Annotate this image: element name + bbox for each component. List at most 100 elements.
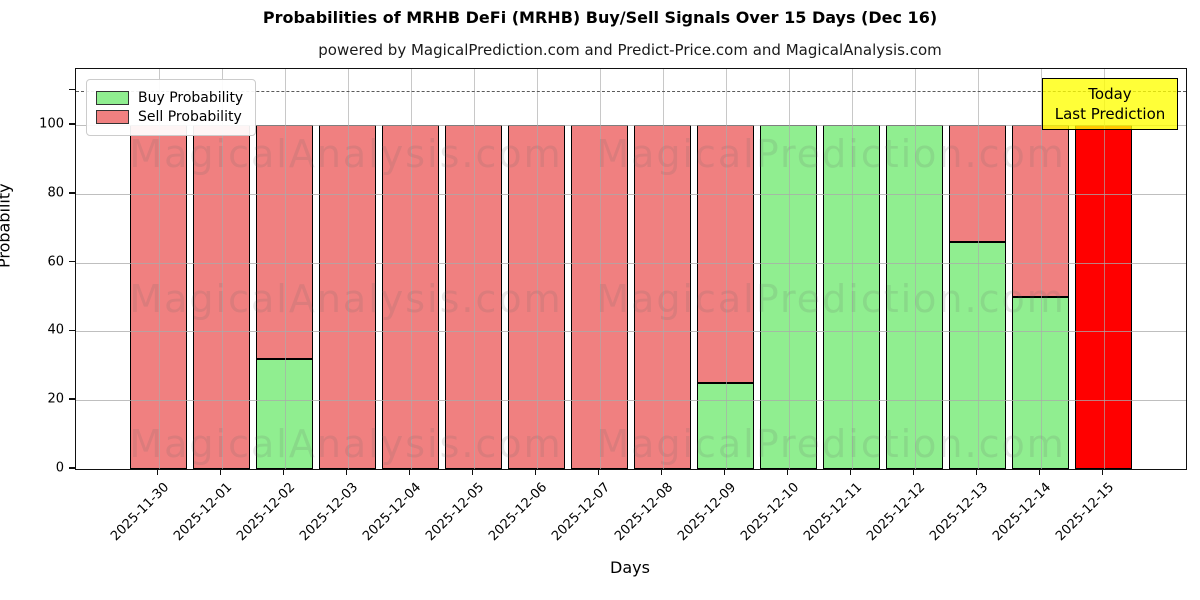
bar-segment-2025-12-09 (697, 383, 754, 469)
x-tick-mark (408, 469, 411, 475)
x-tick-mark (786, 469, 789, 475)
h-gridline (76, 193, 1186, 195)
v-gridline (473, 69, 475, 469)
bar-segment-2025-12-03 (319, 125, 376, 469)
y-tick-label: 80 (47, 185, 64, 201)
y-tick-mark (69, 467, 75, 469)
y-tick-label: 20 (47, 391, 64, 407)
y-axis-label: Probability (0, 183, 14, 268)
bar-segment-2025-12-08 (634, 125, 691, 469)
bar-segment-2025-12-14 (1012, 125, 1069, 298)
v-gridline (851, 69, 853, 469)
x-tick-mark (849, 469, 852, 475)
x-tick-mark (219, 469, 222, 475)
chart-subtitle: powered by MagicalPrediction.com and Pre… (318, 41, 942, 59)
y-tick-mark (69, 398, 75, 400)
legend-label-buy: Buy Probability (138, 90, 244, 106)
legend-label-sell: Sell Probability (138, 109, 242, 125)
x-tick-mark (471, 469, 474, 475)
watermark-prediction: MagicalPrediction.com (596, 422, 1066, 466)
y-tick-label: 40 (47, 322, 64, 338)
bar-segment-2025-12-12 (886, 125, 943, 469)
v-gridline (536, 69, 538, 469)
x-tick-mark (597, 469, 600, 475)
x-tick-mark (912, 469, 915, 475)
watermark-prediction: MagicalPrediction.com (596, 132, 1066, 176)
x-tick-mark (1038, 469, 1041, 475)
y-tick-mark (69, 123, 75, 125)
today-annotation-line2: Last Prediction (1054, 105, 1166, 123)
x-tick-mark (534, 469, 537, 475)
x-tick-label-2025-12-14: 2025-12-14 (990, 480, 1055, 545)
h-gridline (76, 262, 1186, 264)
x-tick-label-2025-12-07: 2025-12-07 (549, 480, 614, 545)
v-gridline (347, 69, 349, 469)
today-annotation-line1: Today (1088, 84, 1132, 103)
x-tick-label-2025-12-09: 2025-12-09 (675, 480, 740, 545)
x-tick-mark (156, 469, 159, 475)
bar-segment-2025-12-02 (256, 125, 313, 359)
v-gridline (977, 69, 979, 469)
bar-segment-2025-11-30 (130, 125, 187, 469)
v-gridline (599, 69, 601, 469)
y-tick-mark (69, 192, 75, 194)
watermark-analysis: MagicalAnalysis.com (129, 132, 563, 176)
bar-segment-2025-12-05 (445, 125, 502, 469)
bar-segment-2025-12-06 (508, 125, 565, 469)
v-gridline (410, 69, 412, 469)
x-tick-label-2025-12-15: 2025-12-15 (1053, 480, 1118, 545)
x-tick-mark (1101, 469, 1104, 475)
bar-segment-2025-12-11 (823, 125, 880, 469)
x-tick-label-2025-12-08: 2025-12-08 (612, 480, 677, 545)
h-gridline (76, 400, 1186, 402)
plot-area: MagicalAnalysis.com MagicalPrediction.com… (75, 68, 1187, 470)
x-tick-label-2025-12-13: 2025-12-13 (927, 480, 992, 545)
y-tick-mark (69, 88, 75, 91)
watermark-analysis: MagicalAnalysis.com (129, 277, 563, 321)
v-gridline (662, 69, 664, 469)
v-gridline (788, 69, 790, 469)
x-tick-label-2025-12-06: 2025-12-06 (486, 480, 551, 545)
bar-segment-2025-12-14 (1012, 297, 1069, 469)
x-tick-label-2025-12-03: 2025-12-03 (297, 480, 362, 545)
v-gridline (914, 69, 916, 469)
bar-segment-2025-12-15 (1075, 125, 1132, 469)
bar-segment-2025-12-10 (760, 125, 817, 469)
x-axis-label: Days (610, 558, 650, 577)
x-tick-mark (975, 469, 978, 475)
x-tick-mark (660, 469, 663, 475)
legend-item-buy: Buy Probability (96, 90, 243, 106)
y-tick-label: 0 (55, 460, 64, 476)
buy-swatch-icon (96, 91, 129, 105)
x-tick-mark (282, 469, 285, 475)
x-tick-label-2025-12-11: 2025-12-11 (801, 480, 866, 545)
x-tick-label-2025-12-04: 2025-12-04 (360, 480, 425, 545)
bar-segment-2025-12-01 (193, 125, 250, 469)
x-tick-label-2025-12-10: 2025-12-10 (738, 480, 803, 545)
v-gridline (725, 69, 727, 469)
x-tick-label-2025-12-01: 2025-12-01 (171, 480, 236, 545)
x-tick-label-2025-12-05: 2025-12-05 (423, 480, 488, 545)
x-tick-label-2025-12-02: 2025-12-02 (234, 480, 299, 545)
h-gridline (76, 331, 1186, 333)
bar-segment-2025-12-13 (949, 242, 1006, 469)
v-gridline (284, 69, 286, 469)
bar-segment-2025-12-09 (697, 125, 754, 383)
watermark-prediction: MagicalPrediction.com (596, 277, 1066, 321)
today-annotation: Today Last Prediction (1042, 78, 1178, 130)
y-tick-label: 60 (47, 254, 64, 270)
y-tick-label: 100 (39, 116, 64, 132)
x-tick-label-2025-11-30: 2025-11-30 (108, 480, 173, 545)
x-tick-mark (345, 469, 348, 475)
x-tick-label-2025-12-12: 2025-12-12 (864, 480, 929, 545)
x-tick-mark (723, 469, 726, 475)
bar-segment-2025-12-13 (949, 125, 1006, 242)
chart-title: Probabilities of MRHB DeFi (MRHB) Buy/Se… (262, 8, 938, 27)
watermark-analysis: MagicalAnalysis.com (129, 422, 563, 466)
y-tick-mark (69, 329, 75, 332)
sell-swatch-icon (96, 110, 129, 124)
y-tick-mark (69, 260, 75, 263)
bar-segment-2025-12-04 (382, 125, 439, 469)
bar-segment-2025-12-07 (571, 125, 628, 469)
